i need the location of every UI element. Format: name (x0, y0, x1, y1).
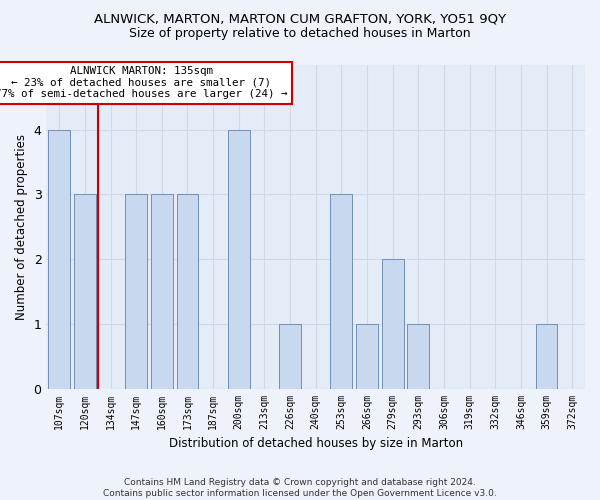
Text: Contains HM Land Registry data © Crown copyright and database right 2024.
Contai: Contains HM Land Registry data © Crown c… (103, 478, 497, 498)
Bar (331, 194, 352, 388)
Text: ALNWICK MARTON: 135sqm
← 23% of detached houses are smaller (7)
77% of semi-deta: ALNWICK MARTON: 135sqm ← 23% of detached… (0, 66, 287, 100)
Bar (228, 130, 250, 388)
Y-axis label: Number of detached properties: Number of detached properties (15, 134, 28, 320)
X-axis label: Distribution of detached houses by size in Marton: Distribution of detached houses by size … (169, 437, 463, 450)
Bar (407, 324, 429, 388)
Bar (49, 130, 70, 388)
Text: Size of property relative to detached houses in Marton: Size of property relative to detached ho… (129, 28, 471, 40)
Bar (74, 194, 96, 388)
Bar (382, 259, 404, 388)
Bar (279, 324, 301, 388)
Bar (536, 324, 557, 388)
Bar (356, 324, 378, 388)
Bar (176, 194, 199, 388)
Bar (151, 194, 173, 388)
Text: ALNWICK, MARTON, MARTON CUM GRAFTON, YORK, YO51 9QY: ALNWICK, MARTON, MARTON CUM GRAFTON, YOR… (94, 12, 506, 26)
Bar (125, 194, 147, 388)
